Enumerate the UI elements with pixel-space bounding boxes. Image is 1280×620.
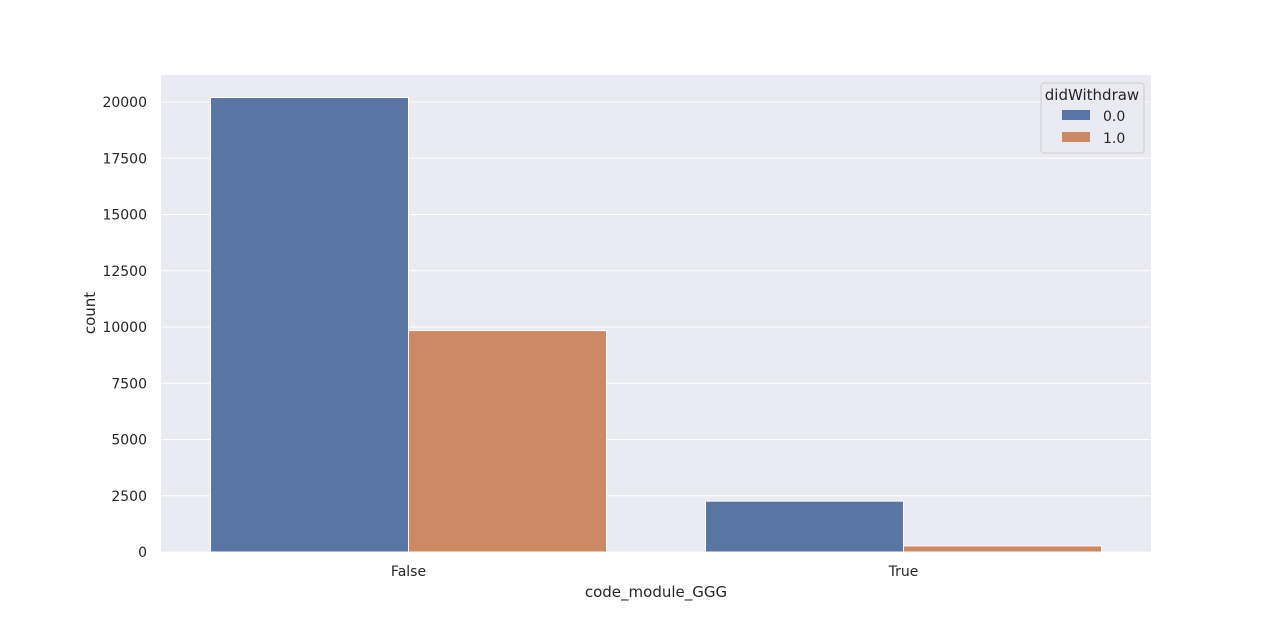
y-tick-label: 17500 xyxy=(102,151,147,167)
legend: didWithdraw 0.0 1.0 xyxy=(1040,82,1145,154)
legend-swatch-0 xyxy=(1062,110,1090,120)
y-tick-label: 10000 xyxy=(102,320,147,336)
x-axis-label: code_module_GGG xyxy=(585,583,727,602)
y-tick-label: 0 xyxy=(138,545,147,561)
bar-false-series-1 xyxy=(408,330,607,553)
y-tick-label: 5000 xyxy=(111,433,147,449)
y-tick-label: 12500 xyxy=(102,264,147,280)
y-tick-label: 15000 xyxy=(102,208,147,224)
x-tick-label: True xyxy=(888,564,919,580)
y-tick-label: 7500 xyxy=(111,376,147,392)
bar-true-series-0 xyxy=(705,500,904,553)
x-axis-ticks: False True xyxy=(391,564,918,580)
y-axis-ticks: 0 2500 5000 7500 10000 12500 15000 17500 20000 xyxy=(102,95,147,561)
bar-false-series-0 xyxy=(210,97,409,553)
x-tick-label: False xyxy=(391,564,426,580)
legend-title: didWithdraw xyxy=(1045,86,1139,104)
legend-label-0: 0.0 xyxy=(1103,109,1125,125)
y-tick-label: 2500 xyxy=(111,489,147,505)
bars xyxy=(210,97,1102,553)
bar-true-series-1 xyxy=(903,545,1102,553)
y-axis-label: count xyxy=(81,292,99,334)
legend-label-1: 1.0 xyxy=(1103,131,1125,147)
y-tick-label: 20000 xyxy=(102,95,147,111)
legend-swatch-1 xyxy=(1062,132,1090,142)
